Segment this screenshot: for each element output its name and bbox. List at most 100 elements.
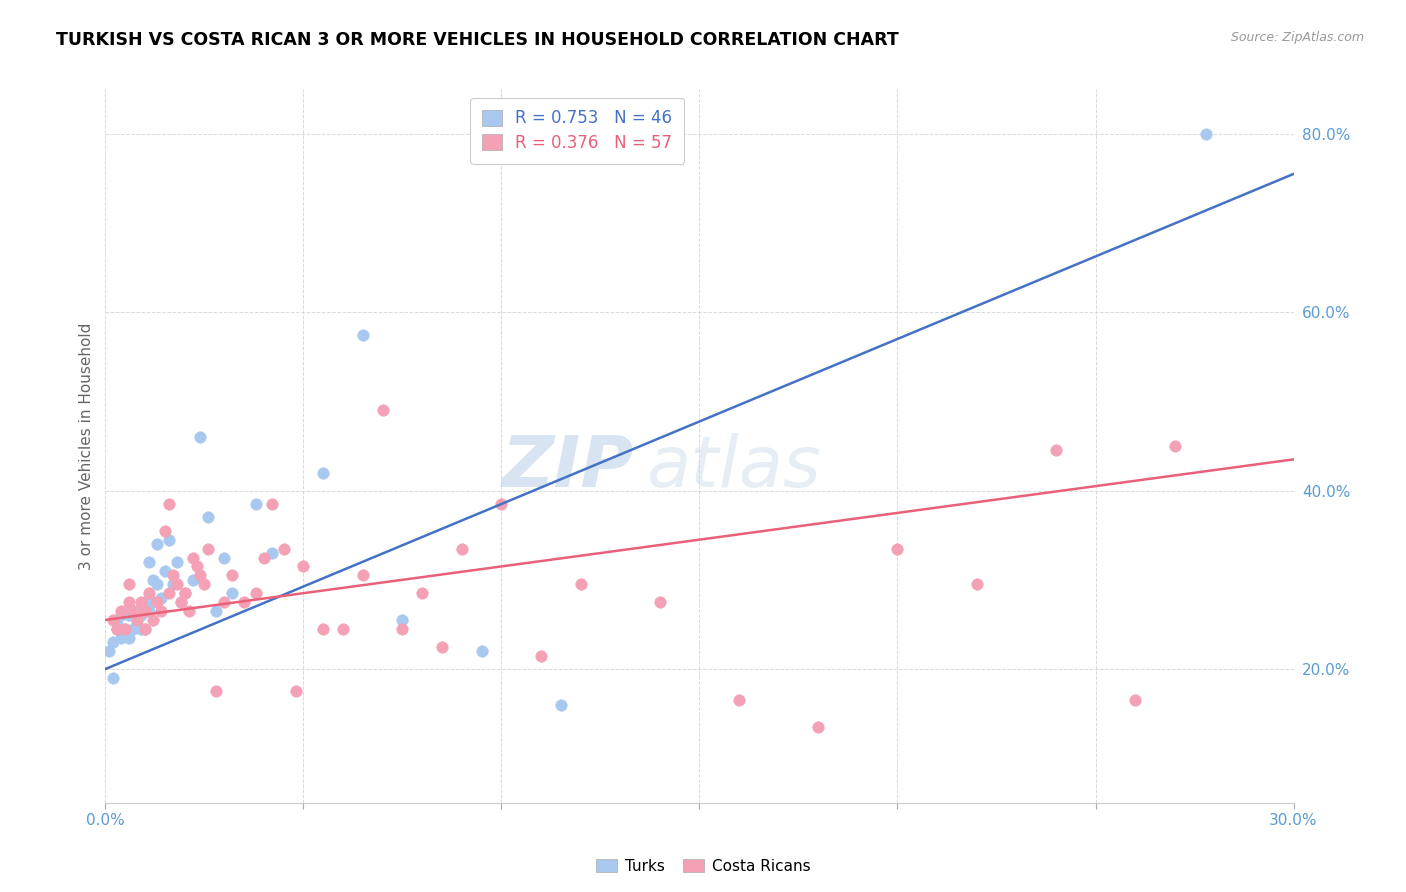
Point [221, 586, 243, 600]
Point [391, 613, 413, 627]
Point [162, 577, 184, 591]
Point [886, 541, 908, 556]
Y-axis label: 3 or more Vehicles in Household: 3 or more Vehicles in Household [79, 322, 94, 570]
Point [149, 591, 172, 605]
Point [103, 613, 125, 627]
Point [1123, 693, 1146, 707]
Point [214, 550, 236, 565]
Point [110, 608, 132, 623]
Point [98, 644, 121, 658]
Point [162, 568, 184, 582]
Point [648, 595, 671, 609]
Point [253, 550, 276, 565]
Point [312, 466, 335, 480]
Point [550, 698, 572, 712]
Point [122, 622, 145, 636]
Point [157, 533, 180, 547]
Point [214, 595, 236, 609]
Point [491, 497, 513, 511]
Point [181, 573, 204, 587]
Point [260, 497, 283, 511]
Point [127, 613, 149, 627]
Point [105, 622, 128, 636]
Point [190, 568, 212, 582]
Point [142, 613, 165, 627]
Point [118, 631, 141, 645]
Point [391, 622, 413, 636]
Point [142, 573, 165, 587]
Point [352, 327, 374, 342]
Point [114, 604, 136, 618]
Point [134, 622, 156, 636]
Point [371, 403, 394, 417]
Point [411, 586, 433, 600]
Point [221, 568, 243, 582]
Point [312, 622, 335, 636]
Point [142, 595, 165, 609]
Point [186, 559, 208, 574]
Point [245, 497, 267, 511]
Point [118, 608, 141, 623]
Point [471, 644, 494, 658]
Point [260, 546, 283, 560]
Point [157, 586, 180, 600]
Text: TURKISH VS COSTA RICAN 3 OR MORE VEHICLES IN HOUSEHOLD CORRELATION CHART: TURKISH VS COSTA RICAN 3 OR MORE VEHICLE… [56, 31, 898, 49]
Point [245, 586, 267, 600]
Point [146, 537, 169, 551]
Point [122, 604, 145, 618]
Point [530, 648, 553, 663]
Point [129, 595, 152, 609]
Point [103, 635, 125, 649]
Point [105, 617, 128, 632]
Point [146, 577, 169, 591]
Point [114, 622, 136, 636]
Point [292, 559, 315, 574]
Point [103, 671, 125, 685]
Point [273, 541, 295, 556]
Point [110, 631, 132, 645]
Point [149, 604, 172, 618]
Point [332, 622, 354, 636]
Point [430, 640, 453, 654]
Point [138, 555, 160, 569]
Point [352, 568, 374, 582]
Point [118, 595, 141, 609]
Point [134, 622, 156, 636]
Point [284, 684, 307, 698]
Point [153, 564, 176, 578]
Point [1195, 127, 1218, 141]
Point [127, 604, 149, 618]
Text: Source: ZipAtlas.com: Source: ZipAtlas.com [1230, 31, 1364, 45]
Point [205, 684, 228, 698]
Point [129, 608, 152, 623]
Point [233, 595, 256, 609]
Point [1164, 439, 1187, 453]
Point [122, 604, 145, 618]
Point [966, 577, 988, 591]
Text: atlas: atlas [645, 433, 821, 502]
Point [177, 604, 200, 618]
Point [110, 604, 132, 618]
Point [105, 622, 128, 636]
Point [146, 595, 169, 609]
Point [127, 617, 149, 632]
Point [170, 595, 193, 609]
Point [181, 550, 204, 565]
Point [197, 510, 219, 524]
Point [157, 497, 180, 511]
Point [153, 524, 176, 538]
Point [197, 541, 219, 556]
Text: ZIP: ZIP [502, 433, 634, 502]
Point [205, 604, 228, 618]
Point [170, 595, 193, 609]
Point [166, 555, 188, 569]
Point [190, 430, 212, 444]
Point [134, 595, 156, 609]
Point [728, 693, 751, 707]
Point [193, 577, 215, 591]
Point [173, 586, 195, 600]
Point [114, 622, 136, 636]
Point [138, 604, 160, 618]
Point [450, 541, 472, 556]
Legend: R = 0.753   N = 46, R = 0.376   N = 57: R = 0.753 N = 46, R = 0.376 N = 57 [470, 97, 683, 163]
